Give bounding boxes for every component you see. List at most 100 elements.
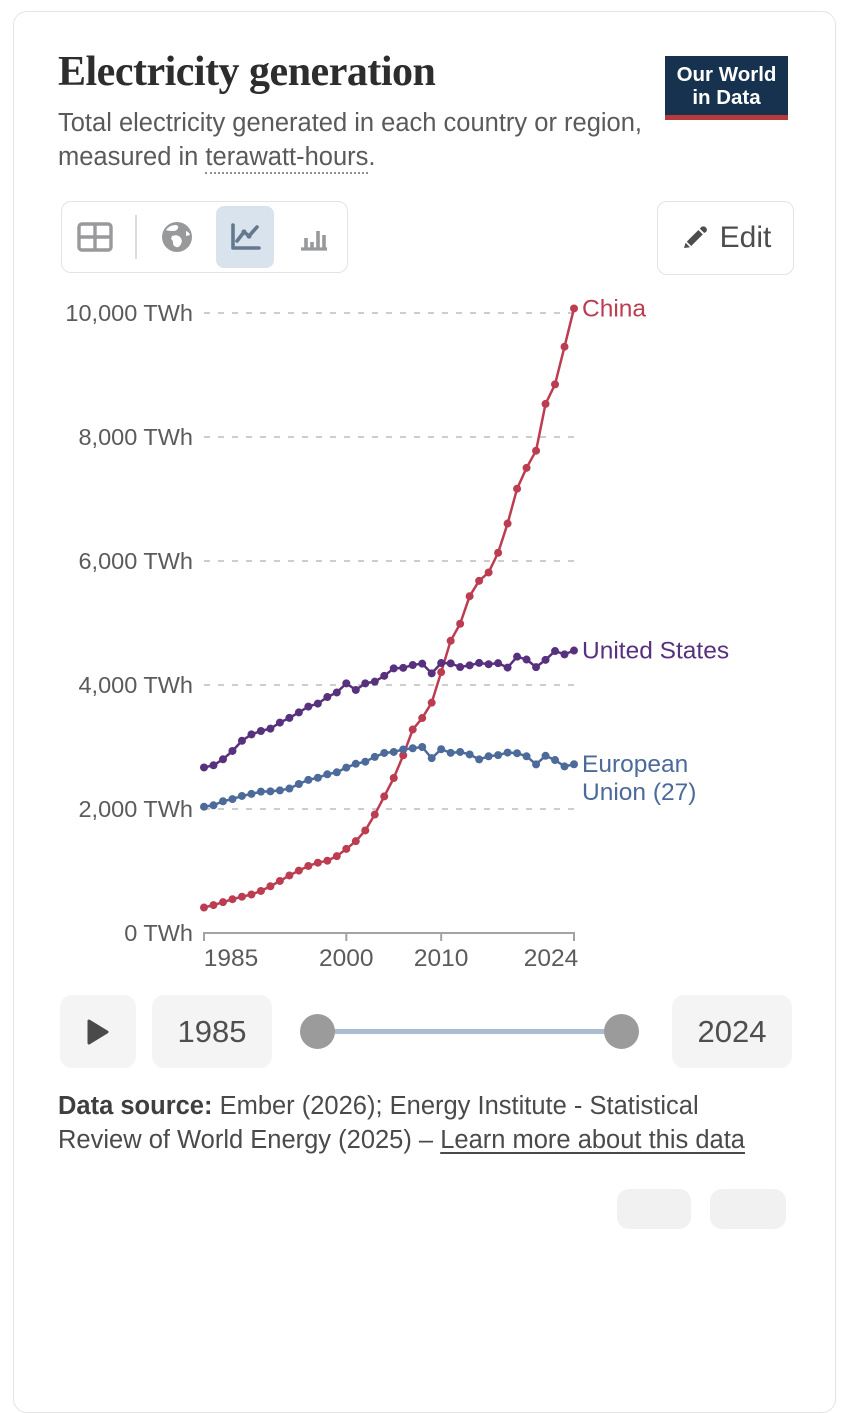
data-point-united-states [256, 727, 265, 736]
data-point-united-states [532, 663, 541, 672]
data-point-united-states [237, 736, 246, 745]
data-point-china [256, 886, 265, 895]
data-point-european-union-27 [237, 791, 246, 800]
data-point-european-union-27 [427, 754, 436, 763]
y-axis-tick-label: 6,000 TWh [78, 548, 193, 574]
toolbar-divider [134, 215, 137, 259]
tab-line-chart[interactable] [216, 206, 275, 268]
x-axis-tick-label: 2000 [319, 945, 374, 972]
data-point-united-states [570, 646, 578, 655]
data-source-note: Data source: Ember (2026); Energy Instit… [58, 1090, 773, 1157]
data-point-china [437, 668, 446, 677]
data-point-united-states [389, 664, 398, 673]
data-point-china [313, 858, 322, 867]
data-point-european-union-27 [475, 755, 484, 764]
tab-table[interactable] [66, 206, 124, 268]
data-point-china [209, 901, 218, 910]
series-label-china[interactable]: China [582, 295, 646, 322]
data-point-china [427, 698, 436, 707]
tab-map[interactable] [148, 206, 206, 268]
data-point-china [304, 861, 313, 870]
series-label-european-union-27[interactable]: European [582, 751, 688, 778]
data-point-china [522, 463, 531, 472]
data-point-china [389, 774, 398, 782]
page-title: Electricity generation [58, 49, 436, 95]
data-point-european-union-27 [218, 797, 227, 806]
data-point-european-union-27 [323, 770, 332, 779]
data-point-european-union-27 [532, 760, 541, 769]
data-point-china [351, 837, 360, 846]
edit-button-label: Edit [719, 221, 772, 254]
cut-off-action-button[interactable] [617, 1189, 691, 1229]
owid-logo[interactable]: Our World in Data [665, 56, 788, 120]
view-switcher [61, 201, 348, 273]
data-point-united-states [361, 679, 370, 688]
data-point-european-union-27 [294, 780, 303, 789]
owid-chart-page: Electricity generation Our World in Data… [13, 11, 836, 1413]
y-axis-tick-label: 2,000 TWh [78, 796, 193, 822]
data-point-china [285, 871, 294, 880]
data-source-label: Data source: [58, 1092, 213, 1120]
play-button[interactable] [60, 995, 136, 1068]
data-point-european-union-27 [494, 751, 503, 760]
series-label-european-union-27[interactable]: Union (27) [582, 779, 696, 806]
data-point-china [570, 304, 578, 313]
data-point-european-union-27 [570, 760, 578, 769]
y-axis-tick-label: 10,000 TWh [65, 300, 193, 326]
data-point-united-states [484, 660, 493, 669]
data-point-united-states [304, 702, 313, 711]
series-label-united-states[interactable]: United States [582, 638, 729, 665]
timeline-handle-start[interactable] [300, 1014, 335, 1049]
data-point-european-union-27 [541, 751, 550, 760]
data-point-european-union-27 [551, 756, 560, 765]
owid-logo-redbar [665, 115, 788, 120]
data-point-european-union-27 [437, 745, 446, 754]
data-point-european-union-27 [389, 747, 398, 756]
subtitle-period: . [368, 142, 376, 171]
data-point-united-states [494, 659, 503, 668]
data-point-european-union-27 [209, 801, 218, 810]
y-axis-tick-label: 0 TWh [124, 920, 193, 946]
data-source-text: Ember (2026); Energy Institute - Statist… [58, 1092, 699, 1154]
data-point-united-states [294, 708, 303, 717]
data-point-united-states [342, 679, 351, 688]
data-point-united-states [446, 659, 455, 668]
x-axis-tick-label: 2010 [414, 945, 469, 972]
data-point-european-union-27 [560, 762, 569, 771]
data-point-united-states [313, 699, 322, 708]
timeline-end-year[interactable]: 2024 [672, 995, 792, 1068]
data-point-united-states [370, 677, 379, 686]
data-point-china [323, 856, 332, 865]
series-line-european-union-27 [203, 745, 575, 808]
data-point-china [275, 876, 284, 885]
learn-more-link[interactable]: Learn more about this data [440, 1125, 745, 1154]
data-point-united-states [522, 655, 531, 664]
data-point-china [342, 844, 351, 853]
data-point-united-states [218, 755, 227, 764]
data-point-china [494, 548, 503, 557]
data-point-united-states [418, 659, 427, 668]
data-point-united-states [560, 650, 569, 659]
line-chart: 0 TWh 2,000 TWh 4,000 TWh 6,000 TWh 8,000 TW… [65, 295, 729, 972]
data-point-european-union-27 [200, 802, 208, 811]
edit-button[interactable]: Edit [657, 201, 794, 275]
data-point-china [361, 826, 370, 835]
timeline-handle-end[interactable] [604, 1014, 639, 1049]
data-point-united-states [285, 713, 294, 722]
data-point-european-union-27 [313, 773, 322, 782]
data-point-china [513, 484, 522, 493]
tab-bar-chart[interactable] [285, 206, 343, 268]
data-point-european-union-27 [266, 787, 275, 796]
subtitle-term-link[interactable]: terawatt-hours [205, 142, 369, 174]
data-point-china [560, 342, 569, 351]
timeline-slider-track[interactable] [318, 1029, 622, 1034]
owid-logo-line2: in Data [692, 86, 761, 109]
data-point-china [475, 576, 484, 585]
timeline-start-year[interactable]: 1985 [152, 995, 272, 1068]
series-line-united-states [203, 649, 575, 769]
x-axis-line [203, 932, 575, 941]
data-point-united-states [551, 647, 560, 656]
data-point-china [503, 519, 512, 528]
cut-off-action-button[interactable] [710, 1189, 786, 1229]
data-point-european-union-27 [522, 752, 531, 761]
